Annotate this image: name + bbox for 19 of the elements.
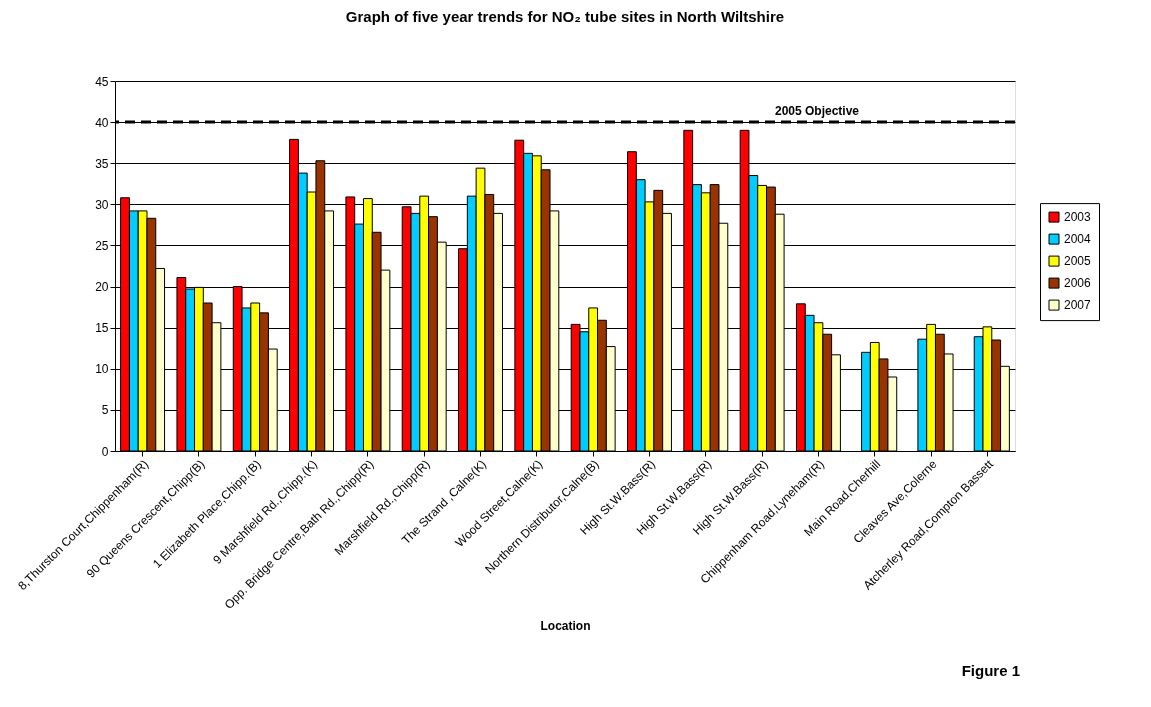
- caption: Figure 1: [961, 662, 1020, 679]
- legend-label: 2004: [1064, 232, 1092, 247]
- y-tick-label: 20: [95, 280, 109, 295]
- chart-title: Graph of five year trends for NO₂ tube sites in North Wiltshire: [345, 8, 785, 25]
- y-tick-label: 15: [95, 321, 109, 336]
- y-tick-label: 25: [95, 238, 109, 253]
- legend-label: 2005: [1064, 254, 1092, 269]
- y-tick-label: 35: [95, 156, 109, 171]
- y-tick-label: 0: [101, 444, 109, 459]
- legend-label: 2003: [1064, 210, 1092, 225]
- y-tick-label: 5: [101, 403, 109, 418]
- y-tick-label: 30: [95, 197, 109, 212]
- legend-label: 2007: [1064, 298, 1092, 313]
- ref-line-label: 2005 Objective: [774, 104, 860, 119]
- y-tick-label: 45: [95, 74, 109, 89]
- y-tick-label: 10: [95, 362, 109, 377]
- y-tick-label: 40: [95, 115, 109, 130]
- x-axis-title: Location: [540, 619, 591, 634]
- legend-label: 2006: [1064, 276, 1092, 291]
